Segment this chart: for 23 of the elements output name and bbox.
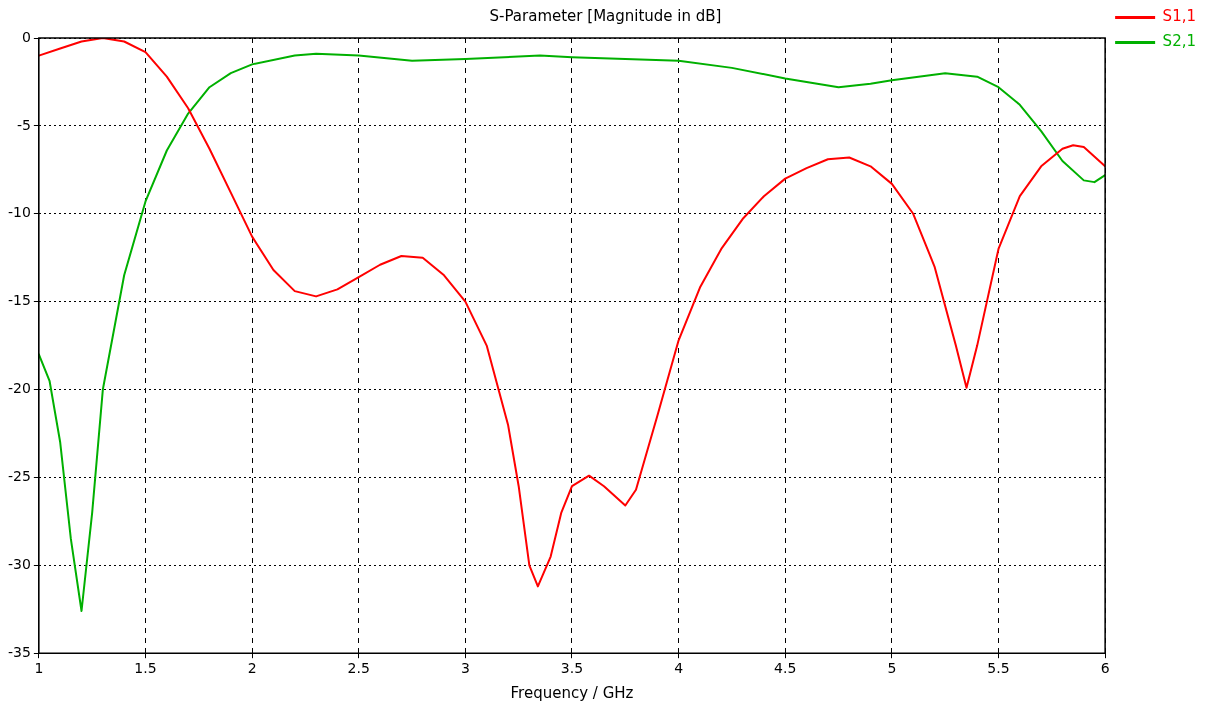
y-tick-label: -20 — [7, 380, 31, 397]
y-tick-label: -30 — [7, 555, 31, 572]
x-tick-label: 5 — [887, 660, 897, 677]
x-axis-title: Frequency / GHz — [510, 683, 634, 702]
x-tick-label: 5.5 — [987, 660, 1010, 677]
x-tick-label: 4 — [674, 660, 684, 677]
x-tick-label: 1 — [34, 660, 44, 677]
x-tick-label: 4.5 — [774, 660, 797, 677]
y-tick-label: -35 — [7, 643, 31, 660]
x-tick-label: 6 — [1100, 660, 1110, 677]
legend-label: S2,1 — [1162, 32, 1197, 51]
x-tick-label: 2 — [247, 660, 257, 677]
y-tick-label: 0 — [21, 28, 31, 45]
x-tick-label: 1.5 — [134, 660, 157, 677]
y-tick-label: -15 — [7, 292, 31, 309]
legend-label: S1,1 — [1162, 7, 1197, 26]
y-tick-label: -5 — [16, 116, 31, 133]
x-tick-label: 2.5 — [347, 660, 370, 677]
x-tick-label: 3 — [460, 660, 470, 677]
y-tick-label: -25 — [7, 468, 31, 485]
x-tick-label: 3.5 — [560, 660, 584, 677]
y-tick-label: -10 — [7, 204, 31, 221]
chart-title: S-Parameter [Magnitude in dB] — [489, 6, 722, 25]
